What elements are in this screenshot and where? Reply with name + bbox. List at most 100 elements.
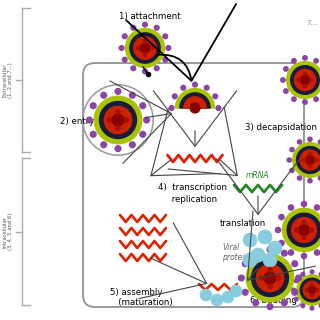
Circle shape xyxy=(294,69,316,91)
Circle shape xyxy=(293,143,320,177)
Circle shape xyxy=(292,261,298,267)
Circle shape xyxy=(150,46,154,50)
Circle shape xyxy=(297,147,320,173)
Circle shape xyxy=(292,218,316,243)
Text: 7...: 7... xyxy=(307,20,318,26)
Text: Extracellular
(1, 2 and 7...): Extracellular (1, 2 and 7...) xyxy=(3,62,13,98)
Text: 3) decapsidation: 3) decapsidation xyxy=(245,124,317,132)
Circle shape xyxy=(299,225,309,236)
Circle shape xyxy=(200,289,212,301)
Circle shape xyxy=(136,46,140,50)
Circle shape xyxy=(260,276,264,280)
Circle shape xyxy=(101,92,107,98)
Circle shape xyxy=(318,176,320,180)
Circle shape xyxy=(302,236,306,240)
Circle shape xyxy=(268,241,282,255)
Circle shape xyxy=(319,272,320,276)
Circle shape xyxy=(86,117,92,123)
Circle shape xyxy=(213,94,218,99)
Circle shape xyxy=(314,250,320,255)
Circle shape xyxy=(301,272,305,276)
Circle shape xyxy=(112,114,124,126)
Circle shape xyxy=(308,286,316,294)
Text: replication: replication xyxy=(158,195,217,204)
Circle shape xyxy=(243,233,257,247)
Circle shape xyxy=(279,240,284,246)
Circle shape xyxy=(140,43,150,53)
Circle shape xyxy=(281,78,285,82)
Circle shape xyxy=(310,270,314,274)
Circle shape xyxy=(143,39,147,43)
Circle shape xyxy=(169,106,174,110)
Circle shape xyxy=(288,250,294,255)
Circle shape xyxy=(190,103,200,113)
Circle shape xyxy=(292,288,296,292)
Circle shape xyxy=(143,53,147,57)
Circle shape xyxy=(258,230,272,244)
Circle shape xyxy=(108,118,112,122)
Circle shape xyxy=(125,28,164,68)
Circle shape xyxy=(163,57,168,62)
Circle shape xyxy=(122,57,127,62)
Text: 5) assembly
   (maturation): 5) assembly (maturation) xyxy=(110,288,172,308)
Circle shape xyxy=(279,214,284,220)
Circle shape xyxy=(301,201,307,207)
Circle shape xyxy=(276,228,281,233)
Circle shape xyxy=(144,117,149,123)
Text: Intracellular
(3, 4, 5 and 6): Intracellular (3, 4, 5 and 6) xyxy=(3,213,13,250)
Circle shape xyxy=(314,59,318,63)
Circle shape xyxy=(129,142,135,148)
Circle shape xyxy=(282,250,287,256)
Circle shape xyxy=(282,208,320,252)
Circle shape xyxy=(242,290,248,295)
Circle shape xyxy=(300,76,309,84)
Circle shape xyxy=(314,97,318,101)
Text: 6) budding: 6) budding xyxy=(250,296,297,305)
Circle shape xyxy=(308,164,312,168)
Circle shape xyxy=(211,294,223,306)
Circle shape xyxy=(290,168,294,172)
Circle shape xyxy=(287,62,320,98)
Circle shape xyxy=(253,300,259,306)
Circle shape xyxy=(154,66,159,71)
Circle shape xyxy=(311,294,313,297)
Circle shape xyxy=(268,284,272,289)
Text: Viral
proteins: Viral proteins xyxy=(222,243,253,262)
Circle shape xyxy=(172,94,177,99)
Wedge shape xyxy=(180,93,210,108)
Circle shape xyxy=(166,46,171,50)
Circle shape xyxy=(303,281,320,299)
Circle shape xyxy=(143,69,147,74)
Text: 2) entry: 2) entry xyxy=(60,117,94,126)
Circle shape xyxy=(287,213,320,247)
Circle shape xyxy=(181,85,186,90)
Circle shape xyxy=(264,272,276,284)
Circle shape xyxy=(100,101,136,139)
Circle shape xyxy=(292,97,296,101)
Circle shape xyxy=(276,276,281,280)
Circle shape xyxy=(119,46,124,50)
Circle shape xyxy=(308,179,312,183)
Circle shape xyxy=(301,253,307,259)
Circle shape xyxy=(94,96,142,144)
Circle shape xyxy=(140,132,146,137)
Circle shape xyxy=(90,103,96,108)
Circle shape xyxy=(267,246,273,252)
Circle shape xyxy=(303,72,307,75)
Circle shape xyxy=(222,291,234,303)
Circle shape xyxy=(101,142,107,148)
Circle shape xyxy=(311,283,313,286)
Circle shape xyxy=(310,228,314,232)
Circle shape xyxy=(297,78,300,82)
Circle shape xyxy=(303,56,307,60)
Circle shape xyxy=(284,89,288,93)
Circle shape xyxy=(267,304,273,309)
Circle shape xyxy=(305,289,308,292)
Circle shape xyxy=(204,85,209,90)
Circle shape xyxy=(246,254,294,302)
Circle shape xyxy=(154,25,159,30)
Circle shape xyxy=(256,264,284,292)
Circle shape xyxy=(310,78,313,82)
Circle shape xyxy=(287,158,291,162)
Circle shape xyxy=(130,33,160,63)
